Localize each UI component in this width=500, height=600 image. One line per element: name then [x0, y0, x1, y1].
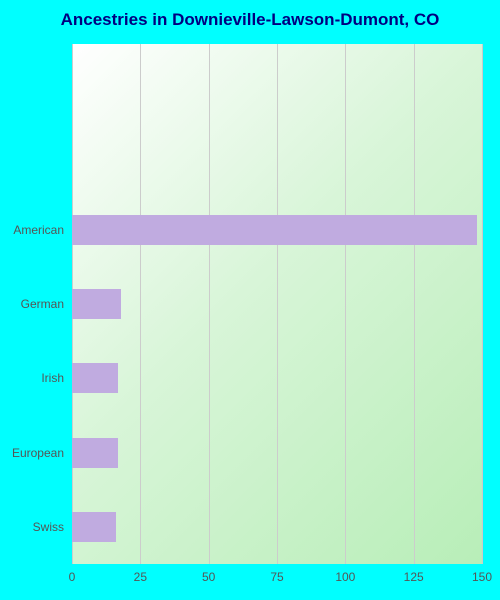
x-axis-label: 75 — [270, 570, 283, 584]
bar — [72, 512, 116, 542]
x-axis-label: 0 — [69, 570, 76, 584]
grid-line — [414, 44, 415, 564]
grid-line — [482, 44, 483, 564]
y-axis-label: Swiss — [0, 520, 64, 534]
grid-line — [345, 44, 346, 564]
y-axis-label: Irish — [0, 371, 64, 385]
x-axis-label: 25 — [134, 570, 147, 584]
grid-line — [277, 44, 278, 564]
y-axis-label: European — [0, 446, 64, 460]
x-axis-label: 125 — [404, 570, 424, 584]
chart-container: Ancestries in Downieville-Lawson-Dumont,… — [0, 0, 500, 600]
y-axis-label: American — [0, 223, 64, 237]
bar — [72, 289, 121, 319]
bar — [72, 438, 118, 468]
plot-area — [72, 44, 482, 564]
x-axis-label: 150 — [472, 570, 492, 584]
plot-area-wrapper — [72, 44, 482, 564]
bar — [72, 363, 118, 393]
grid-line — [140, 44, 141, 564]
bar — [72, 215, 477, 245]
x-axis-label: 100 — [335, 570, 355, 584]
chart-title: Ancestries in Downieville-Lawson-Dumont,… — [0, 10, 500, 30]
y-axis-label: German — [0, 297, 64, 311]
grid-line — [209, 44, 210, 564]
x-axis-label: 50 — [202, 570, 215, 584]
